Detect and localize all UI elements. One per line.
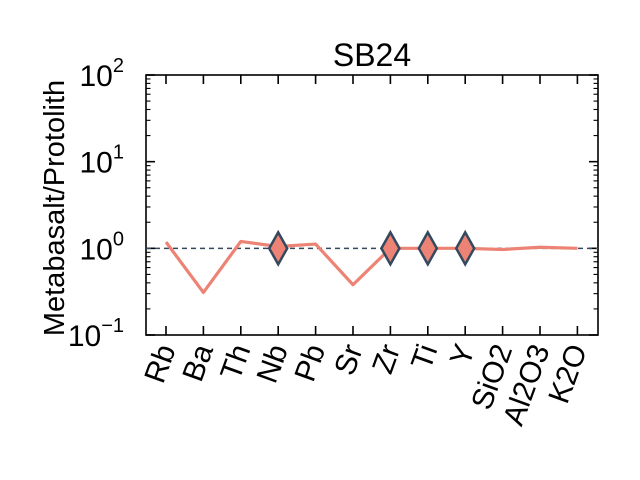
- x-tick-label: Th: [214, 340, 257, 384]
- y-tick-label: 101: [80, 142, 125, 180]
- y-tick-label: 10−1: [68, 315, 124, 353]
- y-axis-label: Metabasalt/Protolith: [39, 80, 71, 336]
- y-tick-label: 100: [80, 228, 125, 266]
- diamond-marker: [417, 229, 439, 267]
- diamond-marker: [267, 229, 289, 267]
- y-tick-label: 102: [80, 55, 125, 93]
- x-tick-label: Ti: [405, 340, 444, 374]
- x-tick-label: Zr: [366, 340, 407, 378]
- x-tick-label: Rb: [138, 340, 182, 387]
- x-tick-label: Pb: [289, 340, 333, 386]
- x-tick-label: Ba: [176, 340, 220, 386]
- chart-title: SB24: [333, 37, 411, 73]
- series-line: [164, 239, 578, 295]
- diamond-marker: [454, 229, 476, 267]
- axes-frame: [145, 74, 599, 336]
- x-tick-label: Nb: [251, 340, 295, 387]
- diamond-marker: [379, 229, 401, 267]
- x-tick-label: Y: [444, 340, 482, 370]
- x-tick-label: Sr: [328, 340, 369, 379]
